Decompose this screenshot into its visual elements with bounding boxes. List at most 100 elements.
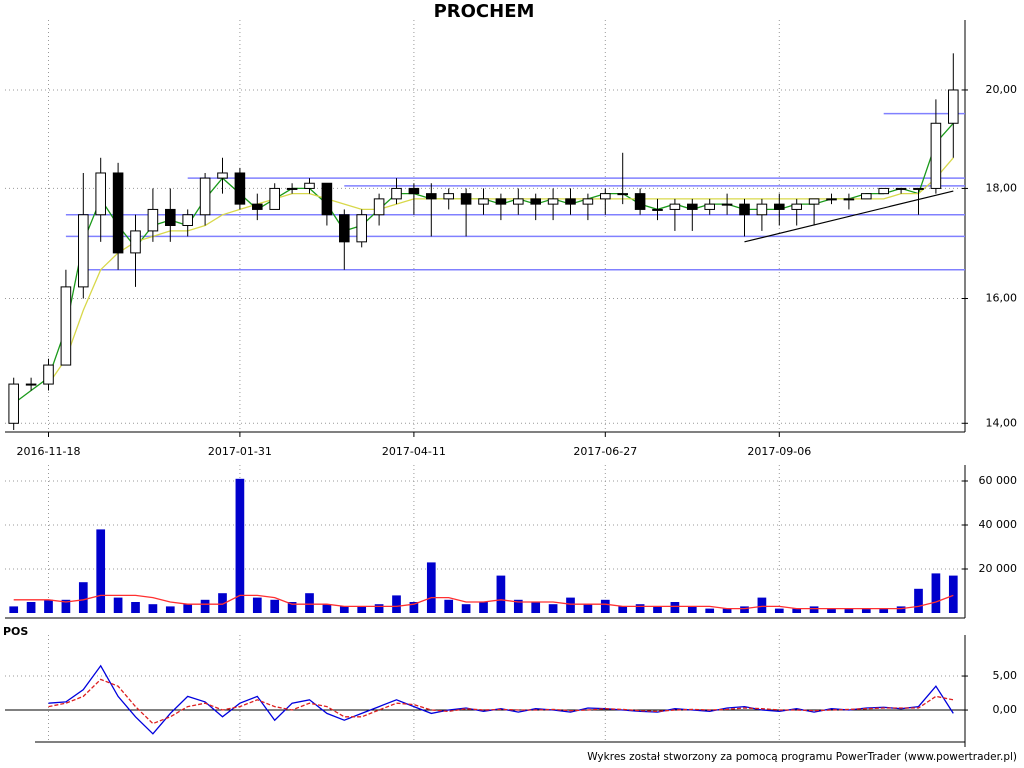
candle-body bbox=[930, 122, 942, 189]
candle-body bbox=[913, 187, 924, 190]
bar bbox=[287, 602, 297, 613]
candle-body bbox=[721, 203, 733, 206]
candle-body bbox=[861, 193, 872, 200]
candle-body bbox=[756, 203, 768, 216]
candle-body bbox=[269, 187, 280, 210]
bar bbox=[531, 602, 541, 613]
bar bbox=[879, 608, 889, 613]
y-tick-label: 60 000 bbox=[979, 474, 1018, 487]
bar bbox=[566, 597, 575, 613]
bar bbox=[44, 599, 53, 613]
candle-body bbox=[669, 203, 681, 210]
candle-body bbox=[78, 214, 89, 288]
candle-body bbox=[130, 230, 141, 254]
y-tick-label: 14,00 bbox=[986, 416, 1018, 429]
bar bbox=[96, 529, 106, 613]
candle-body bbox=[582, 198, 594, 205]
bar bbox=[583, 604, 593, 613]
candle-body bbox=[391, 187, 402, 200]
candle-body bbox=[25, 383, 37, 386]
candle-body bbox=[304, 182, 315, 189]
bar bbox=[948, 575, 958, 613]
bar bbox=[931, 573, 941, 613]
candle-body bbox=[95, 172, 106, 216]
bar bbox=[131, 602, 140, 613]
bar bbox=[809, 606, 819, 613]
candle-body bbox=[617, 193, 628, 196]
bar bbox=[148, 604, 158, 613]
x-tick-label: 2017-04-11 bbox=[382, 445, 446, 458]
bar bbox=[600, 599, 610, 613]
candle-body bbox=[948, 89, 959, 124]
candle-body bbox=[339, 214, 350, 243]
y-tick-label: 0,00 bbox=[993, 703, 1018, 716]
bar bbox=[339, 606, 349, 613]
y-tick-label: 18,00 bbox=[986, 181, 1018, 194]
bar bbox=[26, 602, 36, 613]
bar bbox=[740, 606, 749, 613]
footer: Wykres został stworzony za pomocą progra… bbox=[587, 751, 1017, 763]
bar bbox=[670, 602, 680, 613]
bar bbox=[548, 604, 558, 613]
bar bbox=[61, 599, 71, 613]
candle-body bbox=[530, 198, 541, 205]
bar bbox=[305, 593, 314, 613]
bar bbox=[827, 608, 836, 613]
candle-body bbox=[356, 214, 367, 243]
moving-average bbox=[13, 122, 954, 405]
y-tick-label: 20,00 bbox=[986, 83, 1018, 96]
bar bbox=[113, 597, 123, 613]
oscillator-line bbox=[48, 678, 954, 725]
candle-body bbox=[321, 182, 333, 216]
bar bbox=[235, 478, 245, 613]
candle-body bbox=[513, 198, 524, 205]
candle-body bbox=[252, 203, 263, 210]
moving-average bbox=[47, 157, 954, 385]
oscillator-line bbox=[48, 664, 954, 735]
y-tick-label: 5,00 bbox=[993, 669, 1018, 682]
bar bbox=[357, 606, 367, 613]
bar bbox=[444, 599, 454, 613]
bar bbox=[635, 604, 645, 613]
candle-body bbox=[182, 214, 193, 226]
y-tick-label: 40 000 bbox=[979, 518, 1018, 531]
volume-average bbox=[13, 594, 954, 610]
bar bbox=[78, 582, 88, 613]
bar bbox=[914, 588, 923, 613]
x-tick-label: 2017-06-27 bbox=[573, 445, 637, 458]
candle-body bbox=[43, 364, 54, 385]
candle-body bbox=[147, 208, 159, 232]
candle-body bbox=[373, 198, 385, 216]
candle-body bbox=[460, 193, 472, 205]
candle-body bbox=[217, 172, 228, 179]
candle-body bbox=[112, 172, 124, 254]
candle-body bbox=[843, 198, 855, 201]
bar bbox=[165, 606, 175, 613]
bar bbox=[618, 606, 628, 613]
candle-body bbox=[791, 203, 802, 210]
candle-body bbox=[739, 203, 750, 216]
bar bbox=[183, 604, 193, 613]
bar bbox=[479, 602, 488, 613]
x-tick-label: 2017-09-06 bbox=[747, 445, 811, 458]
bar bbox=[374, 604, 384, 613]
y-tick-label: 20 000 bbox=[979, 562, 1018, 575]
bar bbox=[200, 599, 210, 613]
candle-body bbox=[826, 198, 837, 201]
bar bbox=[722, 608, 732, 613]
candle-body bbox=[600, 193, 611, 200]
bar bbox=[513, 599, 523, 613]
bar bbox=[409, 602, 419, 613]
x-tick-label: 2016-11-18 bbox=[17, 445, 81, 458]
candle-body bbox=[408, 187, 420, 195]
bar bbox=[844, 608, 854, 613]
chart-title: PROCHEM bbox=[434, 1, 535, 22]
candle-body bbox=[895, 187, 907, 190]
candle-body bbox=[8, 383, 19, 424]
candle-body bbox=[286, 187, 298, 190]
bar bbox=[705, 608, 715, 613]
bar bbox=[252, 597, 262, 613]
candle-body bbox=[565, 198, 576, 205]
bar bbox=[270, 599, 280, 613]
